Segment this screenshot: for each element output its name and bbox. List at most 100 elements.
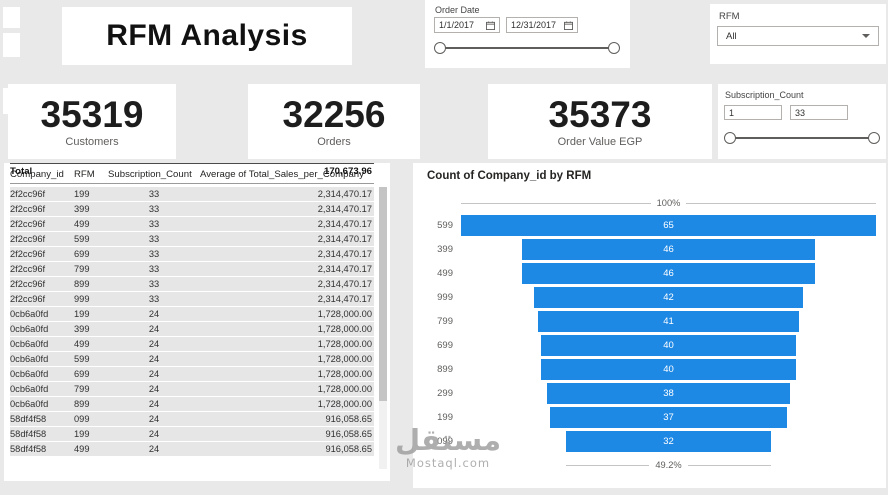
kpi-label: Orders xyxy=(317,136,351,148)
funnel-bar[interactable]: 40 xyxy=(540,334,797,356)
connector-line xyxy=(566,464,650,466)
table-cell: 699 xyxy=(74,369,90,379)
table-cell: 916,058.65 xyxy=(325,414,372,424)
funnel-bar[interactable]: 46 xyxy=(521,262,816,284)
slider-handle-left[interactable] xyxy=(724,132,736,144)
funnel-bar-row: 199 37 xyxy=(419,405,876,429)
kpi-label: Order Value EGP xyxy=(557,136,643,148)
table-row[interactable]: 2f2cc96f 199 33 2,314,470.17 xyxy=(10,187,374,202)
funnel-bar-value: 46 xyxy=(663,267,674,279)
column-header-rfm[interactable]: RFM xyxy=(74,169,95,180)
table-cell: 24 xyxy=(148,399,160,409)
rfm-selected-value: All xyxy=(726,30,737,42)
subscription-min-input[interactable]: 1 xyxy=(724,105,782,120)
table-row[interactable]: 0cb6a0fd 399 24 1,728,000.00 xyxy=(10,322,374,337)
card-fragment xyxy=(3,33,20,57)
slider-range xyxy=(444,47,610,49)
slider-handle-left[interactable] xyxy=(434,42,446,54)
funnel-bar[interactable]: 41 xyxy=(537,310,800,332)
slider-handle-right[interactable] xyxy=(608,42,620,54)
end-date-input[interactable]: 12/31/2017 xyxy=(506,17,578,33)
funnel-bar[interactable]: 46 xyxy=(521,238,816,260)
funnel-bar-value: 65 xyxy=(663,219,674,231)
funnel-category-label: 199 xyxy=(437,411,453,423)
report-title: RFM Analysis xyxy=(106,19,308,52)
rfm-table: Company_id RFM Subscription_Count Averag… xyxy=(4,163,390,481)
table-row[interactable]: 0cb6a0fd 199 24 1,728,000.00 xyxy=(10,307,374,322)
funnel-chart: Count of Company_id by RFM 100% 599 65 399… xyxy=(413,163,886,488)
table-row[interactable]: 2f2cc96f 799 33 2,314,470.17 xyxy=(10,262,374,277)
table-row[interactable]: 2f2cc96f 699 33 2,314,470.17 xyxy=(10,247,374,262)
rfm-dropdown[interactable]: All xyxy=(717,26,879,46)
table-cell: 24 xyxy=(148,429,160,439)
table-cell: 899 xyxy=(74,399,90,409)
funnel-bar[interactable]: 32 xyxy=(566,430,771,452)
funnel-bar[interactable]: 65 xyxy=(461,214,876,236)
slider-range xyxy=(734,137,870,139)
table-cell: 2,314,470.17 xyxy=(317,204,372,214)
table-row[interactable]: 0cb6a0fd 799 24 1,728,000.00 xyxy=(10,382,374,397)
chevron-down-icon xyxy=(862,34,870,38)
table-row[interactable]: 2f2cc96f 399 33 2,314,470.17 xyxy=(10,202,374,217)
table-cell: 0cb6a0fd xyxy=(10,309,49,319)
table-row[interactable]: 58df4f58 099 24 916,058.65 xyxy=(10,412,374,427)
subscription-max-input[interactable]: 33 xyxy=(790,105,848,120)
table-cell: 699 xyxy=(74,249,90,259)
funnel-bar[interactable]: 42 xyxy=(534,286,803,308)
table-cell: 24 xyxy=(148,414,160,424)
funnel-bar[interactable]: 38 xyxy=(547,382,790,404)
funnel-bar-row: 099 32 xyxy=(419,429,876,453)
order-date-label: Order Date xyxy=(435,5,480,15)
subscription-min-value: 1 xyxy=(729,107,735,118)
table-cell: 24 xyxy=(148,339,160,349)
table-cell: 599 xyxy=(74,354,90,364)
table-cell: 2,314,470.17 xyxy=(317,294,372,304)
column-header-company-id[interactable]: Company_id xyxy=(10,169,64,180)
funnel-category-label: 799 xyxy=(437,315,453,327)
table-cell: 199 xyxy=(74,429,90,439)
table-scrollbar[interactable] xyxy=(379,187,387,469)
funnel-bar-value: 32 xyxy=(663,435,674,447)
table-row[interactable]: 0cb6a0fd 899 24 1,728,000.00 xyxy=(10,397,374,412)
funnel-bar[interactable]: 40 xyxy=(540,358,797,380)
funnel-category-label: 999 xyxy=(437,291,453,303)
funnel-bar-row: 599 65 xyxy=(419,213,876,237)
table-row[interactable]: 2f2cc96f 999 33 2,314,470.17 xyxy=(10,292,374,307)
funnel-bar-value: 40 xyxy=(663,363,674,375)
chart-title: Count of Company_id by RFM xyxy=(427,170,592,182)
table-cell: 33 xyxy=(148,234,160,244)
table-cell: 2f2cc96f xyxy=(10,189,46,199)
table-cell: 24 xyxy=(148,324,160,334)
table-cell: 24 xyxy=(148,369,160,379)
table-row[interactable]: 2f2cc96f 599 33 2,314,470.17 xyxy=(10,232,374,247)
total-label: Total xyxy=(10,166,33,177)
table-row[interactable]: 58df4f58 199 24 916,058.65 xyxy=(10,427,374,442)
table-cell: 2,314,470.17 xyxy=(317,249,372,259)
table-cell: 33 xyxy=(148,189,160,199)
funnel-bar[interactable]: 37 xyxy=(550,406,787,428)
table-row[interactable]: 58df4f58 499 24 916,058.65 xyxy=(10,442,374,457)
funnel-category-label: 699 xyxy=(437,339,453,351)
start-date-input[interactable]: 1/1/2017 xyxy=(434,17,500,33)
column-header-average-sales[interactable]: Average of Total_Sales_per_Company xyxy=(200,169,364,180)
table-cell: 0cb6a0fd xyxy=(10,339,49,349)
table-row[interactable]: 0cb6a0fd 499 24 1,728,000.00 xyxy=(10,337,374,352)
table-header: Company_id RFM Subscription_Count Averag… xyxy=(10,169,374,184)
kpi-label: Customers xyxy=(65,136,119,148)
table-row[interactable]: 2f2cc96f 899 33 2,314,470.17 xyxy=(10,277,374,292)
table-cell: 2f2cc96f xyxy=(10,264,46,274)
rfm-label: RFM xyxy=(719,11,740,22)
table-row[interactable]: 2f2cc96f 499 33 2,314,470.17 xyxy=(10,217,374,232)
order-date-slicer: Order Date 1/1/2017 12/31/2017 xyxy=(425,0,630,68)
slider-handle-right[interactable] xyxy=(868,132,880,144)
table-row[interactable]: 0cb6a0fd 699 24 1,728,000.00 xyxy=(10,367,374,382)
table-row[interactable]: 0cb6a0fd 599 24 1,728,000.00 xyxy=(10,352,374,367)
table-cell: 399 xyxy=(74,324,90,334)
funnel-bar-value: 38 xyxy=(663,387,674,399)
scrollbar-thumb[interactable] xyxy=(379,187,387,402)
column-header-subscription-count[interactable]: Subscription_Count xyxy=(108,169,192,180)
funnel-bar-row: 899 40 xyxy=(419,357,876,381)
table-cell: 099 xyxy=(74,414,90,424)
table-cell: 1,728,000.00 xyxy=(317,354,372,364)
